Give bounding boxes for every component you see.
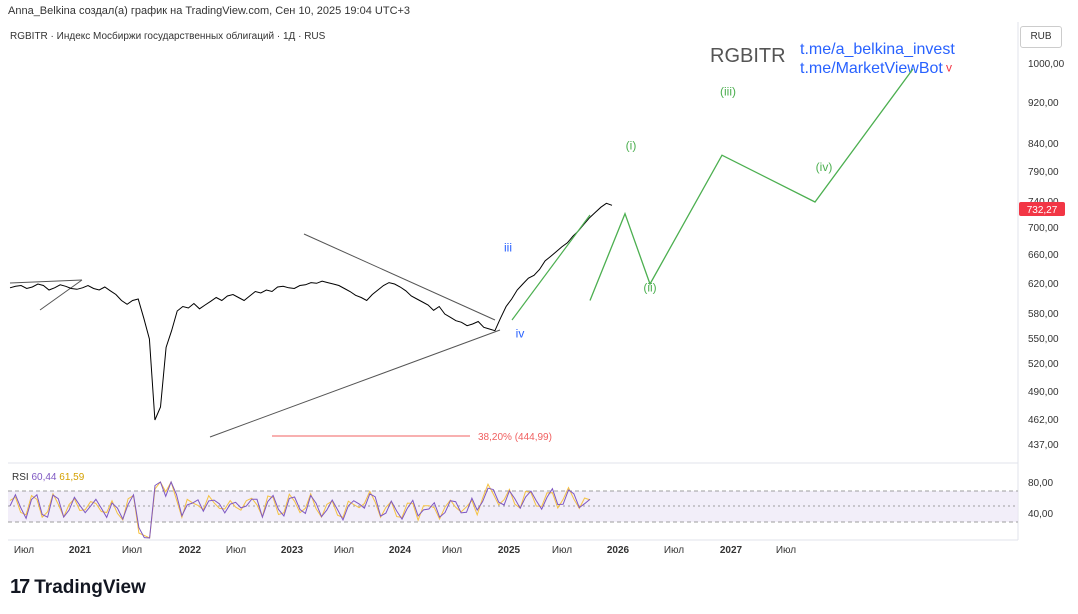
- y-tick-label: 790,00: [1028, 167, 1059, 178]
- x-tick-label: Июл: [122, 545, 142, 556]
- chart-title: RGBITR · Индекс Мосбиржи государственных…: [10, 31, 326, 42]
- link-2[interactable]: t.me/MarketViewBot: [800, 60, 943, 77]
- rsi-line: [9, 480, 591, 539]
- trend-line: [9, 279, 83, 284]
- y-axis[interactable]: 1000,00920,00840,00790,00740,00700,00660…: [1028, 59, 1065, 451]
- x-tick-label: 2021: [69, 545, 92, 556]
- x-tick-label: 2023: [281, 545, 304, 556]
- author-line: Anna_Belkina создал(а) график на Trading…: [8, 5, 411, 17]
- x-tick-label: Июл: [442, 545, 462, 556]
- y-tick-label: 840,00: [1028, 139, 1059, 150]
- x-tick-label: Июл: [14, 545, 34, 556]
- rsi-tick-80: 80,00: [1028, 478, 1053, 489]
- x-tick-label: 2027: [720, 545, 743, 556]
- wave-label: (ii): [643, 281, 656, 295]
- wave-label: (i): [626, 139, 637, 153]
- currency-selector[interactable]: RUB: [1020, 26, 1062, 48]
- y-tick-label: 490,00: [1028, 387, 1059, 398]
- wave-label: iii: [504, 241, 512, 255]
- wave-label: (iii): [720, 85, 736, 99]
- channel-line: [511, 214, 591, 321]
- wave-label: iv: [516, 326, 525, 340]
- link-1[interactable]: t.me/a_belkina_invest: [800, 41, 955, 58]
- trend-line: [209, 329, 501, 438]
- y-tick-label: 700,00: [1028, 223, 1059, 234]
- fib-level-label: 38,20% (444,99): [478, 432, 552, 443]
- x-tick-label: Июл: [776, 545, 796, 556]
- x-tick-label: Июл: [226, 545, 246, 556]
- x-tick-label: Июл: [334, 545, 354, 556]
- last-price-badge: [1019, 202, 1065, 216]
- x-tick-label: Июл: [552, 545, 572, 556]
- rsi-legend[interactable]: RSI 60,44 61,59: [12, 472, 84, 483]
- y-tick-label: 437,00: [1028, 440, 1059, 451]
- rsi-title: RSI: [12, 472, 29, 483]
- y-tick-label: 462,00: [1028, 415, 1059, 426]
- y-tick-label: 620,00: [1028, 279, 1059, 290]
- rsi-tick-40: 40,00: [1028, 509, 1053, 520]
- y-tick-label: 660,00: [1028, 250, 1059, 261]
- symbol-annotation: RGBITR: [710, 45, 786, 67]
- rsi-value-2: 61,59: [59, 472, 85, 483]
- y-tick-label: 520,00: [1028, 359, 1059, 370]
- y-tick-label: 550,00: [1028, 334, 1059, 345]
- x-tick-label: Июл: [664, 545, 684, 556]
- x-axis[interactable]: Июл 2021 Июл 2022 Июл 2023 Июл 2024 Июл 2025 Июл 20…: [14, 545, 796, 556]
- links-annotation: t.me/a_belkina_invest t.me/MarketViewBot: [800, 40, 955, 78]
- wave-label: v: [946, 60, 952, 74]
- trend-line: [39, 279, 83, 311]
- trend-line: [303, 233, 496, 321]
- y-tick-label: 920,00: [1028, 98, 1059, 109]
- x-tick-label: 2025: [498, 545, 521, 556]
- y-tick-label: 1000,00: [1028, 59, 1065, 70]
- forecast-wave-line[interactable]: [589, 68, 914, 301]
- x-tick-label: 2026: [607, 545, 630, 556]
- x-tick-label: 2022: [179, 545, 202, 556]
- rsi-value-1: 60,44: [31, 472, 57, 483]
- price-series-line[interactable]: [9, 202, 613, 421]
- tradingview-logo-icon: 17: [10, 576, 30, 598]
- tradingview-logo-text: TradingView: [34, 576, 146, 598]
- tradingview-logo[interactable]: 17 TradingView: [10, 576, 146, 599]
- rsi-signal-line: [9, 480, 591, 539]
- y-tick-label: 580,00: [1028, 309, 1059, 320]
- wave-labels: iii iv (i) (ii) (iii) (iv) v: [504, 60, 952, 340]
- last-price-text: 732,27: [1027, 205, 1058, 216]
- wave-label: (iv): [816, 160, 833, 174]
- x-tick-label: 2024: [389, 545, 412, 556]
